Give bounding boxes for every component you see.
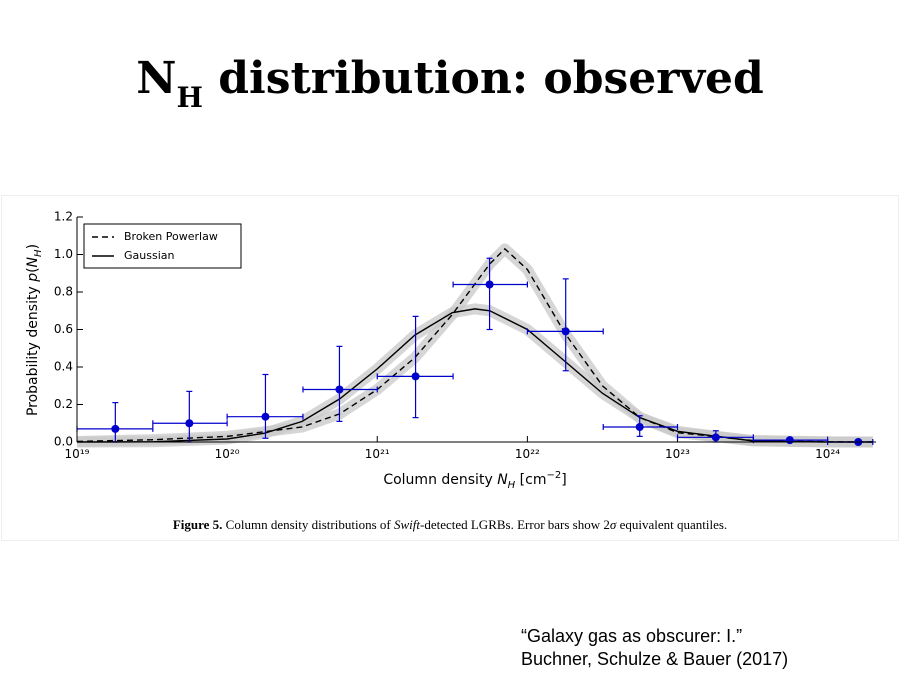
x-label-part: ] [561, 472, 566, 488]
caption-part: equivalent quantiles. [616, 517, 727, 532]
y-tick-label: 0.0 [54, 435, 73, 449]
x-tick-label: 10²⁰ [215, 447, 240, 461]
x-tick-label: 10²¹ [365, 447, 390, 461]
x-tick-label: 10²² [515, 447, 540, 461]
y-label-part: N [25, 256, 41, 267]
figure-caption: Figure 5. Column density distributions o… [173, 517, 727, 532]
legend-box [83, 223, 242, 269]
data-point [485, 280, 494, 289]
caption-part: -detected LGRBs. Error bars show 2 [420, 517, 610, 532]
data-point [635, 423, 644, 431]
x-tick-label: 10²³ [665, 447, 690, 461]
data-point [561, 327, 570, 336]
plot: 0.0 0.2 0.4 0.6 0.8 1.0 1.2 10¹⁹ 10²⁰ 10²¹ 10²² 10²… [54, 210, 876, 461]
data-point [411, 372, 420, 381]
caption-part: Figure 5. [173, 517, 223, 532]
data-point [261, 412, 270, 421]
x-label-part: [cm [515, 472, 546, 488]
caption-part: σ [610, 517, 617, 532]
curve [76, 247, 873, 443]
data-point [785, 436, 794, 445]
y-tick-label: 0.2 [54, 397, 73, 411]
x-label-sup: −2 [546, 470, 561, 481]
slide-title: NH distribution: observed [136, 53, 764, 114]
data-point [711, 433, 720, 442]
citation-line: “Galaxy gas as obscurer: I.” [521, 626, 742, 646]
legend-label: Gaussian [124, 249, 174, 262]
y-label-part: ) [25, 244, 41, 249]
data-point [185, 419, 194, 428]
y-tick-label: 0.6 [54, 322, 73, 336]
y-axis-label: Probability density p(NH) [25, 244, 44, 416]
x-label-part: Column density [383, 472, 497, 488]
y-tick-label: 0.8 [54, 285, 73, 299]
data-point [111, 424, 120, 433]
y-tick-label: 1.0 [54, 247, 73, 261]
title-subscript: H [176, 81, 202, 114]
x-label-part: N [497, 472, 508, 488]
caption-part: Column density distributions of [222, 517, 394, 532]
y-label-sub: H [33, 249, 44, 257]
y-label-part: p [25, 273, 41, 283]
x-tick-label: 10²⁴ [815, 447, 840, 461]
y-label-part: ( [25, 267, 41, 272]
caption-part: Swift [394, 517, 420, 532]
title-part: distribution: observed [203, 53, 764, 104]
x-tick-label: 10¹⁹ [65, 447, 90, 461]
legend-label: Broken Powerlaw [124, 230, 218, 243]
title-part: N [136, 53, 176, 104]
x-label-sub: H [508, 480, 516, 491]
y-tick-label: 0.4 [54, 360, 73, 374]
y-label-part: Probability density [25, 282, 41, 416]
data-point [335, 385, 344, 394]
y-tick-label: 1.2 [54, 210, 73, 224]
x-axis-label: Column density NH [cm−2] [383, 470, 566, 491]
citation-line: Buchner, Schulze & Bauer (2017) [521, 649, 788, 669]
curve [76, 308, 873, 443]
